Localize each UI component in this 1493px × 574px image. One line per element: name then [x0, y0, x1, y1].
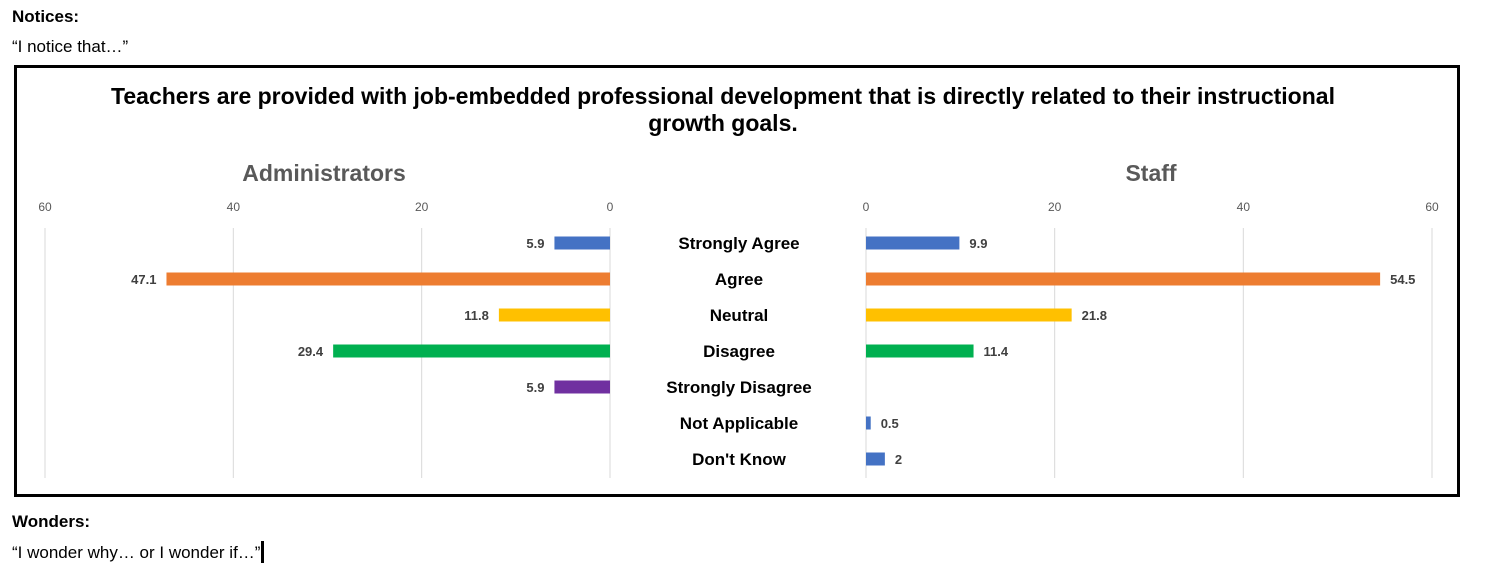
- bar-administrators-neutral: [498, 308, 610, 322]
- tick-labels: 0 0 20 20 40 40 60 60: [38, 200, 1439, 214]
- bar-administrators-strongly-disagree: [554, 380, 610, 394]
- tick-left-20: 20: [415, 200, 429, 214]
- wonders-heading: Wonders:: [12, 512, 91, 531]
- category-label-agree: Agree: [715, 270, 763, 289]
- bar-staff-not-applicable: [866, 416, 871, 430]
- gridlines: [44, 228, 1433, 478]
- bar-administrators-disagree: [333, 344, 610, 358]
- tick-left-0: 0: [607, 200, 614, 214]
- chart-frame: Teachers are provided with job-embedded …: [14, 65, 1460, 497]
- category-label-strongly-disagree: Strongly Disagree: [666, 378, 812, 397]
- chart-title-line-1: Teachers are provided with job-embedded …: [111, 83, 1335, 109]
- data-label-administrators-strongly-disagree: 5.9: [526, 380, 544, 395]
- tick-left-60: 60: [38, 200, 52, 214]
- data-label-staff-disagree: 11.4: [984, 344, 1009, 359]
- data-label-administrators-neutral: 11.8: [464, 308, 489, 323]
- butterfly-bar-chart: Teachers are provided with job-embedded …: [38, 83, 1439, 478]
- chart-title-group: Teachers are provided with job-embedded …: [111, 83, 1335, 136]
- tick-right-0: 0: [863, 200, 870, 214]
- notices-prompt[interactable]: “I notice that…”: [12, 37, 129, 56]
- bar-staff-agree: [866, 272, 1381, 286]
- category-labels: Strongly Agree Agree Neutral Disagree Strong…: [666, 234, 812, 469]
- data-label-staff-agree: 54.5: [1390, 272, 1415, 287]
- tick-left-40: 40: [227, 200, 241, 214]
- bar-administrators-strongly-agree: [554, 236, 610, 250]
- data-labels: 5.9 9.9 47.1 54.5 11.8 21.8 29.4 11.4 5.9 0.5 2: [131, 236, 1415, 467]
- bar-staff-disagree: [866, 344, 974, 358]
- notices-heading: Notices:: [12, 7, 80, 26]
- data-label-staff-not-applicable: 0.5: [881, 416, 899, 431]
- tick-right-20: 20: [1048, 200, 1062, 214]
- tick-right-40: 40: [1237, 200, 1251, 214]
- bar-staff-don-t-know: [866, 452, 885, 466]
- panel-title-administrators: Administrators: [242, 160, 406, 186]
- wonders-prompt-text: “I wonder why… or I wonder if…”: [12, 543, 261, 562]
- data-label-staff-don-t-know: 2: [895, 452, 902, 467]
- data-label-staff-strongly-agree: 9.9: [969, 236, 987, 251]
- bar-staff-strongly-agree: [866, 236, 960, 250]
- text-cursor: [261, 541, 265, 563]
- bar-staff-neutral: [866, 308, 1072, 322]
- panel-title-staff: Staff: [1125, 160, 1176, 186]
- bar-administrators-agree: [166, 272, 610, 286]
- category-label-don-t-know: Don't Know: [692, 450, 787, 469]
- category-label-strongly-agree: Strongly Agree: [678, 234, 799, 253]
- data-label-administrators-agree: 47.1: [131, 272, 156, 287]
- category-label-not-applicable: Not Applicable: [680, 414, 798, 433]
- category-label-neutral: Neutral: [710, 306, 769, 325]
- data-label-administrators-disagree: 29.4: [298, 344, 324, 359]
- panel-titles: Administrators Staff: [242, 160, 1177, 186]
- data-label-staff-neutral: 21.8: [1082, 308, 1107, 323]
- category-label-disagree: Disagree: [703, 342, 775, 361]
- wonders-prompt[interactable]: “I wonder why… or I wonder if…”: [12, 541, 265, 563]
- data-label-administrators-strongly-agree: 5.9: [526, 236, 544, 251]
- tick-right-60: 60: [1425, 200, 1439, 214]
- chart-title-line-2: growth goals.: [648, 110, 798, 136]
- bars: [166, 236, 1381, 466]
